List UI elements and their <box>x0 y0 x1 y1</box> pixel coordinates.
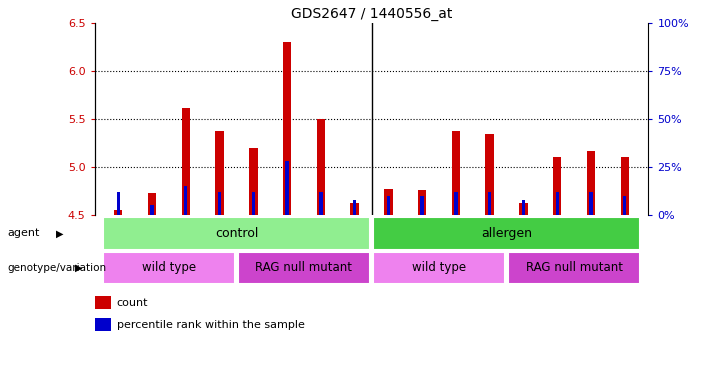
Bar <box>488 192 491 215</box>
Text: allergen: allergen <box>481 227 532 240</box>
Bar <box>182 108 190 215</box>
Text: genotype/variation: genotype/variation <box>7 263 106 273</box>
Text: agent: agent <box>7 228 39 238</box>
Bar <box>283 42 292 215</box>
Text: count: count <box>117 298 149 308</box>
Bar <box>184 186 187 215</box>
Bar <box>553 157 562 215</box>
Bar <box>150 205 154 215</box>
Bar <box>95 296 111 310</box>
Text: ▶: ▶ <box>76 263 83 273</box>
Bar <box>519 203 528 215</box>
Bar <box>350 203 359 215</box>
Bar <box>103 252 235 284</box>
Bar <box>384 189 393 215</box>
Bar <box>454 192 458 215</box>
Bar <box>114 210 123 215</box>
Bar <box>252 192 255 215</box>
Bar <box>317 119 325 215</box>
Text: control: control <box>215 227 258 240</box>
Bar <box>285 161 289 215</box>
Bar <box>238 252 370 284</box>
Text: wild type: wild type <box>412 262 466 274</box>
Bar <box>590 192 593 215</box>
Text: RAG null mutant: RAG null mutant <box>526 262 622 274</box>
Text: ▶: ▶ <box>56 228 63 238</box>
Bar <box>387 196 390 215</box>
Bar <box>451 131 460 215</box>
Bar <box>556 192 559 215</box>
Bar <box>218 192 222 215</box>
Bar <box>373 217 640 250</box>
Text: RAG null mutant: RAG null mutant <box>255 262 353 274</box>
Bar <box>620 157 629 215</box>
Text: percentile rank within the sample: percentile rank within the sample <box>117 320 305 330</box>
Bar <box>95 318 111 331</box>
Bar <box>623 196 627 215</box>
Bar <box>148 193 156 215</box>
Bar <box>587 151 595 215</box>
Bar <box>319 192 322 215</box>
Bar <box>116 192 120 215</box>
Title: GDS2647 / 1440556_at: GDS2647 / 1440556_at <box>291 7 452 21</box>
Bar <box>215 131 224 215</box>
Bar <box>103 217 370 250</box>
Text: wild type: wild type <box>142 262 196 274</box>
Bar <box>373 252 505 284</box>
Bar <box>418 190 426 215</box>
Bar <box>249 148 257 215</box>
Bar <box>421 196 424 215</box>
Bar <box>522 200 525 215</box>
Bar <box>486 134 494 215</box>
Bar <box>353 200 356 215</box>
Bar <box>508 252 640 284</box>
